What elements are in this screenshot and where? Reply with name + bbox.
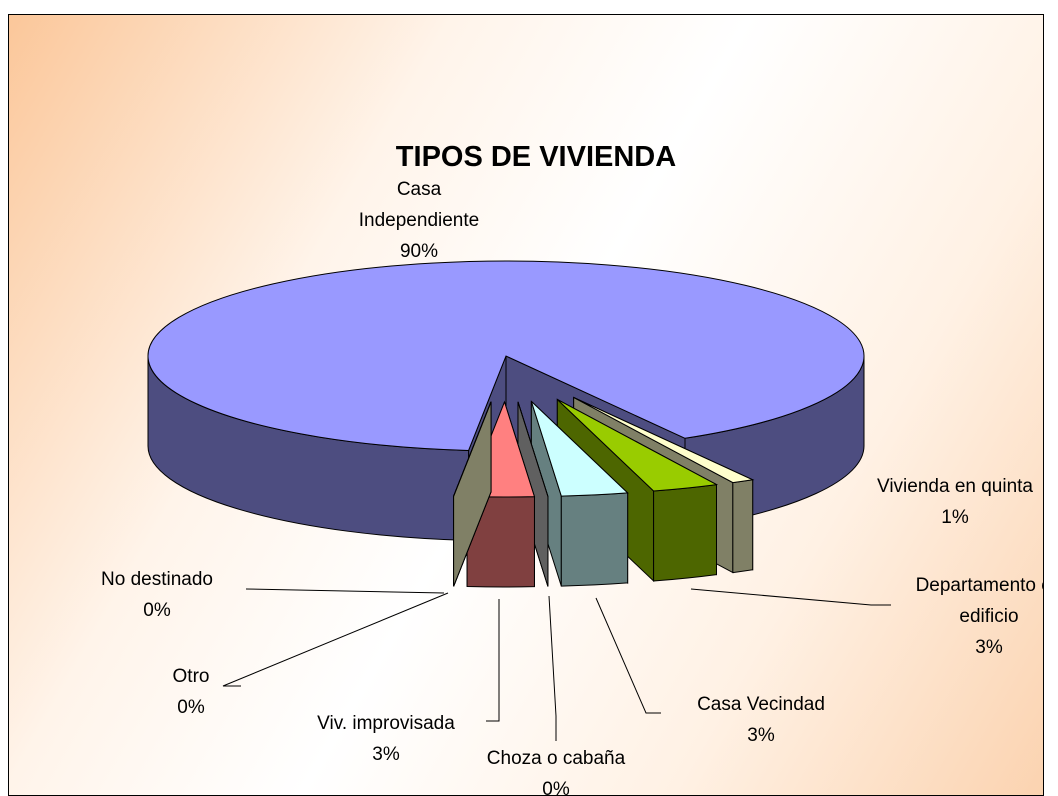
slice-label: Otro [172,666,210,687]
slice-top [556,399,719,492]
slice-wall [560,492,629,587]
slice-label: Vivienda en quinta [877,476,1033,497]
slice-value-label: 1% [941,507,969,528]
chart-frame: TIPOS DE VIVIENDA Casa Independiente 90% V… [8,14,1044,796]
slice-top [573,397,755,484]
slice-value-label: 3% [975,637,1003,658]
slice-value-label: 0% [143,600,171,621]
slice-top [147,260,865,451]
slice-label: No destinado [101,569,213,590]
slice-wall [653,483,717,582]
slices [147,260,865,588]
leader-lines [222,588,891,741]
slice-value-label: 0% [542,779,570,796]
leader-line [595,597,661,714]
slice-top [453,401,492,497]
slice-wall [732,479,754,574]
leader-line [690,588,891,606]
chart-title: TIPOS DE VIVIENDA [395,141,677,173]
slice-label: Departamento en edificio [915,575,1043,627]
slice-value-label: 0% [177,697,205,718]
slice-value-label: 3% [747,725,775,746]
leader-line [245,588,445,594]
slice [453,401,492,587]
leader-line [222,592,449,687]
slice-label: Casa Vecindad [697,694,825,715]
slice-label: Viv. improvisada [317,713,455,734]
slice-label: Casa Independiente [358,179,480,231]
slice-label: Choza o cabaña [486,748,626,769]
slice-value-label: 3% [372,744,400,765]
slice-value-label: 90% [399,241,439,262]
leader-line [548,595,557,741]
slice-top [530,401,629,497]
pie-chart [147,260,891,741]
leader-line [486,599,500,722]
